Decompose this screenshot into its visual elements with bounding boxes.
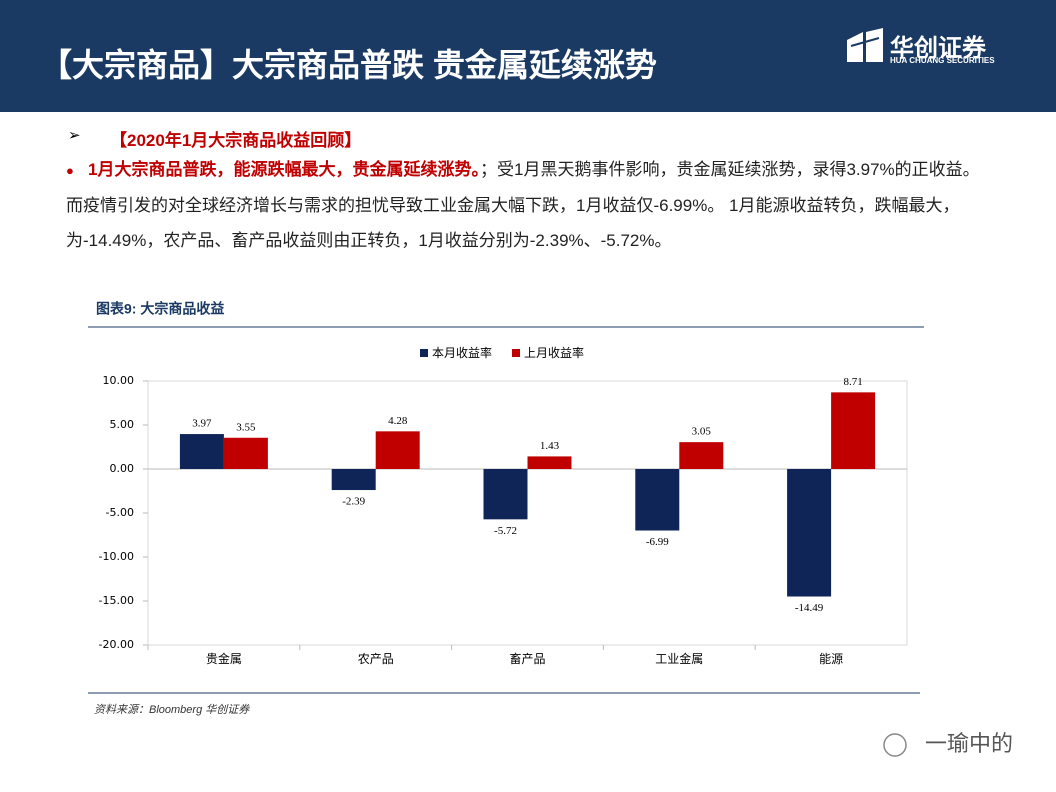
data-label: 3.55: [236, 421, 256, 433]
data-label: 1.43: [540, 440, 560, 452]
bar: [527, 456, 572, 469]
paragraph: ● 1月大宗商品普跌，能源跌幅最大，贵金属延续涨势。；受1月黑天鹅事件影响，贵金…: [66, 160, 980, 250]
data-label: -2.39: [342, 496, 365, 508]
logo-text: 华创证券: [890, 35, 986, 62]
data-label: 3.05: [692, 426, 712, 438]
logo-subtext: HUA CHUANG SECURITIES: [890, 56, 995, 65]
bar: [679, 442, 724, 469]
chart-title: 图表9: 大宗商品收益: [96, 301, 224, 317]
bullet-arrow: ➢: [68, 127, 81, 144]
x-tick-label: 能源: [819, 652, 843, 666]
data-label: 3.97: [192, 418, 212, 430]
bar: [483, 469, 528, 520]
source: 资料来源：Bloomberg 华创证券: [94, 703, 250, 716]
legend-swatch: [420, 349, 428, 357]
legend-label: 上月收益率: [524, 345, 584, 360]
y-tick-label: -5.00: [106, 506, 134, 519]
header-band: 【大宗商品】大宗商品普跌 贵金属延续涨势 华创证券 HUA CHUANG SEC…: [0, 0, 1056, 112]
data-label: -14.49: [795, 602, 824, 614]
lead-text: 1月大宗商品普跌，能源跌幅最大，贵金属延续涨势。: [88, 160, 480, 179]
y-tick-label: 5.00: [110, 418, 135, 431]
bar: [831, 392, 876, 469]
bar: [375, 431, 420, 469]
data-label: -5.72: [494, 525, 517, 537]
x-tick-label: 畜产品: [509, 651, 545, 666]
watermark-icon: [883, 733, 907, 757]
y-tick-label: -20.00: [99, 638, 134, 651]
bar: [179, 434, 224, 469]
x-tick-label: 农产品: [358, 652, 394, 666]
x-tick-label: 贵金属: [206, 651, 242, 666]
y-tick-label: 0.00: [110, 462, 135, 475]
y-tick-label: -15.00: [99, 594, 134, 607]
body-text: ；受1月黑天鹅事件影响，贵金属延续涨势，录得3.97%的正收益。而疫情引发的对全…: [66, 160, 980, 250]
y-tick-label: 10.00: [103, 374, 135, 387]
bar: [635, 469, 680, 531]
logo-icon: [847, 28, 883, 62]
legend-swatch: [512, 349, 520, 357]
bar: [331, 469, 376, 491]
legend-label: 本月收益率: [432, 345, 492, 360]
data-label: 8.71: [843, 376, 862, 388]
x-tick-label: 工业金属: [655, 651, 703, 666]
bar: [223, 437, 268, 469]
section-heading: 【2020年1月大宗商品收益回顾】: [110, 131, 362, 150]
watermark: 一瑜中的: [925, 731, 1013, 756]
y-tick-label: -10.00: [99, 550, 134, 563]
data-label: 4.28: [388, 415, 408, 427]
slide-title: 【大宗商品】大宗商品普跌 贵金属延续涨势: [40, 47, 657, 83]
bar: [787, 469, 832, 597]
data-label: -6.99: [646, 536, 669, 548]
